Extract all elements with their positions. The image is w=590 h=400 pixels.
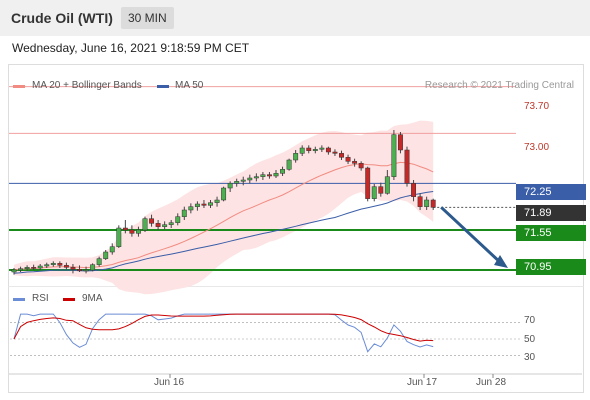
candle-body <box>109 246 115 253</box>
candle-body <box>96 258 102 265</box>
rsi-tick-50: 50 <box>524 334 536 345</box>
candle-body <box>247 177 253 181</box>
candle-body <box>371 186 377 199</box>
forecast-arrow-shaft <box>440 206 504 266</box>
candle-body <box>240 179 246 182</box>
candle-body <box>352 161 358 164</box>
chart-datetime: Wednesday, June 16, 2021 9:18:59 PM CET <box>12 41 250 55</box>
ma20-legend-swatch <box>13 85 25 88</box>
candle-body <box>306 147 312 151</box>
candle-body <box>18 268 24 271</box>
timeframe-badge[interactable]: 30 MIN <box>121 7 174 29</box>
ma20-legend-label: MA 20 + Bollinger Bands <box>32 80 142 91</box>
rsi-tick-30: 30 <box>524 352 536 363</box>
candle-body <box>253 176 259 179</box>
candle-body <box>201 203 207 206</box>
candle-body <box>155 223 161 227</box>
candle-body <box>136 229 141 234</box>
candle-body <box>129 229 135 234</box>
candle-body <box>162 224 168 227</box>
candle-body <box>44 264 50 267</box>
candle-body <box>194 203 200 207</box>
x-label-jun16: Jun 16 <box>154 377 185 388</box>
candle-body <box>411 183 417 197</box>
candle-body <box>398 134 403 151</box>
ma50-legend-swatch <box>157 85 169 88</box>
candle-body <box>293 153 299 161</box>
rsi-panel <box>8 286 584 393</box>
candle-body <box>227 183 233 189</box>
resistance1-label: 73.00 <box>524 142 550 153</box>
rsi-ma9-line <box>13 313 434 342</box>
candle-body <box>299 147 305 154</box>
candle-body <box>378 186 384 194</box>
ma50-price-box: 72.25 <box>516 184 586 200</box>
x-label-jun28: Jun 28 <box>476 377 507 388</box>
resistance2-label: 73.70 <box>524 101 550 112</box>
ma9-legend-label: 9MA <box>82 293 103 304</box>
candle-body <box>325 147 331 153</box>
candle-body <box>280 169 286 174</box>
candle-body <box>57 263 63 266</box>
candle-body <box>24 267 30 269</box>
candle-body <box>188 206 194 211</box>
candle-body <box>208 202 213 206</box>
ma9-legend-swatch <box>63 298 75 301</box>
copyright-text: Research © 2021 Trading Central <box>424 80 574 91</box>
candle-body <box>122 227 128 231</box>
bollinger-band <box>14 120 434 295</box>
candle-body <box>384 176 390 194</box>
candle-body <box>63 265 69 268</box>
candle-body <box>234 181 240 184</box>
instrument-title: Crude Oil (WTI) <box>11 10 113 26</box>
candle-body <box>77 269 82 271</box>
x-label-jun17: Jun 17 <box>407 377 438 388</box>
candle-body <box>70 267 76 270</box>
candle-body <box>31 267 37 269</box>
candle-body <box>430 199 436 208</box>
candle-body <box>404 149 410 184</box>
candle-body <box>168 222 174 225</box>
candle-body <box>260 174 266 177</box>
candle-body <box>175 216 181 223</box>
candle-body <box>142 218 148 231</box>
candle-body <box>116 227 122 247</box>
candle-body <box>319 147 325 150</box>
last-price-box: 71.89 <box>516 205 586 221</box>
candle-body <box>181 209 187 217</box>
candle-body <box>273 173 279 177</box>
rsi-line <box>13 313 434 353</box>
candle-body <box>83 269 89 272</box>
support2-price-box: 70.95 <box>516 259 586 275</box>
rsi-legend-label: RSI <box>32 293 49 304</box>
header-bar: Crude Oil (WTI) 30 MIN <box>0 0 590 36</box>
candle-body <box>365 167 371 199</box>
candle-body <box>11 269 17 273</box>
candle-body <box>90 264 96 271</box>
candle-body <box>345 157 351 162</box>
candle-body <box>50 263 56 265</box>
candle-body <box>37 265 43 269</box>
candle-body <box>103 251 109 259</box>
ma50-legend-label: MA 50 <box>175 80 204 91</box>
support1-price-box: 71.55 <box>516 225 586 241</box>
forecast-arrow-head <box>494 255 508 268</box>
candle-body <box>267 174 272 177</box>
candle-body <box>214 199 220 203</box>
candle-body <box>149 218 155 224</box>
candle-body <box>221 187 227 201</box>
rsi-legend-swatch <box>13 298 25 301</box>
candle-body <box>286 159 292 170</box>
candle-body <box>332 151 338 154</box>
candle-body <box>339 153 344 158</box>
candle-body <box>358 163 364 169</box>
candle-body <box>417 196 423 207</box>
candle-body <box>391 134 397 177</box>
candle-body <box>424 199 430 207</box>
candle-body <box>312 149 318 151</box>
rsi-tick-70: 70 <box>524 315 536 326</box>
